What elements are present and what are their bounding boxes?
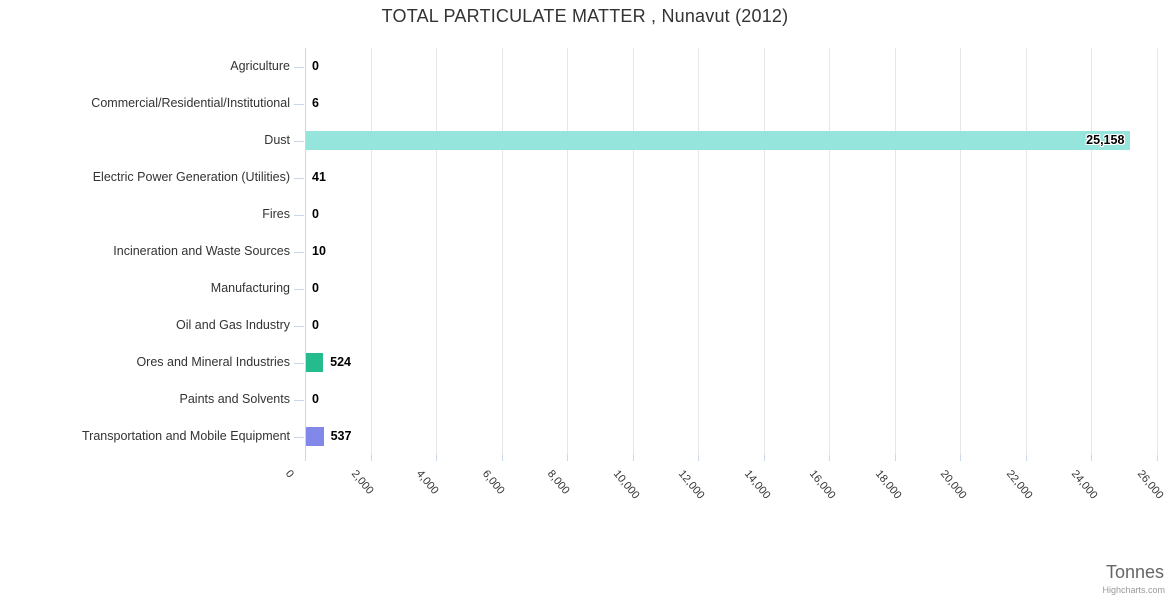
x-axis-tick-label: 4,000 xyxy=(413,468,441,497)
value-label: 0 xyxy=(312,206,319,221)
y-axis-tick xyxy=(294,399,304,401)
x-axis-tick xyxy=(1025,455,1027,461)
x-axis-tick-label: 12,000 xyxy=(676,468,707,502)
y-axis-tick xyxy=(294,362,304,364)
value-label: 10 xyxy=(312,243,326,258)
grid-line xyxy=(1157,48,1158,455)
bar[interactable] xyxy=(306,427,324,446)
y-axis-line xyxy=(305,48,306,455)
y-axis-tick xyxy=(294,288,304,290)
x-axis-tick xyxy=(763,455,765,461)
value-label: 0 xyxy=(312,391,319,406)
grid-line xyxy=(436,48,438,455)
x-axis-tick-label: 22,000 xyxy=(1003,468,1035,502)
value-label: 25,158 xyxy=(1086,132,1125,147)
x-axis-tick xyxy=(370,455,372,461)
bar[interactable] xyxy=(306,353,324,372)
x-axis-tick-label: 0 xyxy=(282,468,296,481)
x-axis-tick xyxy=(1157,455,1158,461)
x-axis-tick-label: 6,000 xyxy=(479,468,507,497)
x-axis-tick-label: 8,000 xyxy=(544,468,572,497)
x-axis-tick xyxy=(436,455,438,461)
x-axis-tick-label: 14,000 xyxy=(741,468,773,502)
category-label: Agriculture xyxy=(230,58,290,73)
x-axis-tick xyxy=(501,455,503,461)
grid-line xyxy=(894,48,896,455)
grid-line xyxy=(567,48,569,455)
category-label: Incineration and Waste Sources xyxy=(113,243,290,258)
highcharts-credits-link[interactable]: Highcharts.com xyxy=(1102,585,1165,595)
category-label: Manufacturing xyxy=(210,280,290,295)
value-label: 0 xyxy=(312,280,319,295)
x-axis-tick xyxy=(960,455,962,461)
x-axis-tick xyxy=(829,455,831,461)
x-axis-tick xyxy=(894,455,896,461)
grid-line xyxy=(829,48,831,455)
y-axis-tick xyxy=(294,214,304,216)
x-axis-tick xyxy=(698,455,700,461)
category-label: Transportation and Mobile Equipment xyxy=(82,428,290,443)
x-axis-tick xyxy=(1091,455,1093,461)
x-axis-tick xyxy=(632,455,634,461)
category-label: Paints and Solvents xyxy=(179,391,291,406)
x-axis-tick-label: 16,000 xyxy=(807,468,838,502)
x-axis-tick-label: 2,000 xyxy=(348,468,376,497)
category-label: Electric Power Generation (Utilities) xyxy=(92,169,290,184)
x-axis-tick xyxy=(305,455,306,461)
value-label: 0 xyxy=(312,317,319,332)
value-label: 6 xyxy=(312,95,319,110)
chart-title: TOTAL PARTICULATE MATTER , Nunavut (2012… xyxy=(381,6,789,26)
x-axis-tick-label: 20,000 xyxy=(938,468,970,502)
x-axis-tick-label: 10,000 xyxy=(610,468,642,502)
x-axis-tick-label: 24,000 xyxy=(1069,468,1101,502)
y-axis-tick xyxy=(294,177,304,179)
y-axis-tick xyxy=(294,66,304,68)
grid-line xyxy=(1025,48,1027,455)
category-label: Fires xyxy=(262,206,290,221)
grid-line xyxy=(960,48,962,455)
y-axis-tick xyxy=(294,251,304,253)
y-axis-tick xyxy=(294,325,304,327)
category-label: Dust xyxy=(264,132,290,147)
grid-line xyxy=(698,48,700,455)
category-label: Commercial/Residential/Institutional xyxy=(91,95,290,110)
y-axis-tick xyxy=(294,140,304,142)
value-label: 524 xyxy=(330,354,352,369)
value-label: 41 xyxy=(312,169,326,184)
grid-line xyxy=(763,48,765,455)
y-axis-tick xyxy=(294,436,304,438)
x-axis-tick xyxy=(567,455,569,461)
y-axis-tick xyxy=(294,103,304,105)
x-axis-title: Tonnes xyxy=(1105,562,1164,582)
value-label: 0 xyxy=(312,58,319,73)
category-label: Oil and Gas Industry xyxy=(176,317,290,332)
grid-line xyxy=(632,48,634,455)
bar[interactable] xyxy=(306,131,1131,150)
x-axis-tick-label: 26,000 xyxy=(1134,468,1166,502)
grid-line xyxy=(1091,48,1093,455)
grid-line xyxy=(501,48,503,455)
x-axis-tick-label: 18,000 xyxy=(872,468,904,502)
category-label: Ores and Mineral Industries xyxy=(136,354,290,369)
grid-line xyxy=(370,48,372,455)
value-label: 537 xyxy=(330,428,352,443)
